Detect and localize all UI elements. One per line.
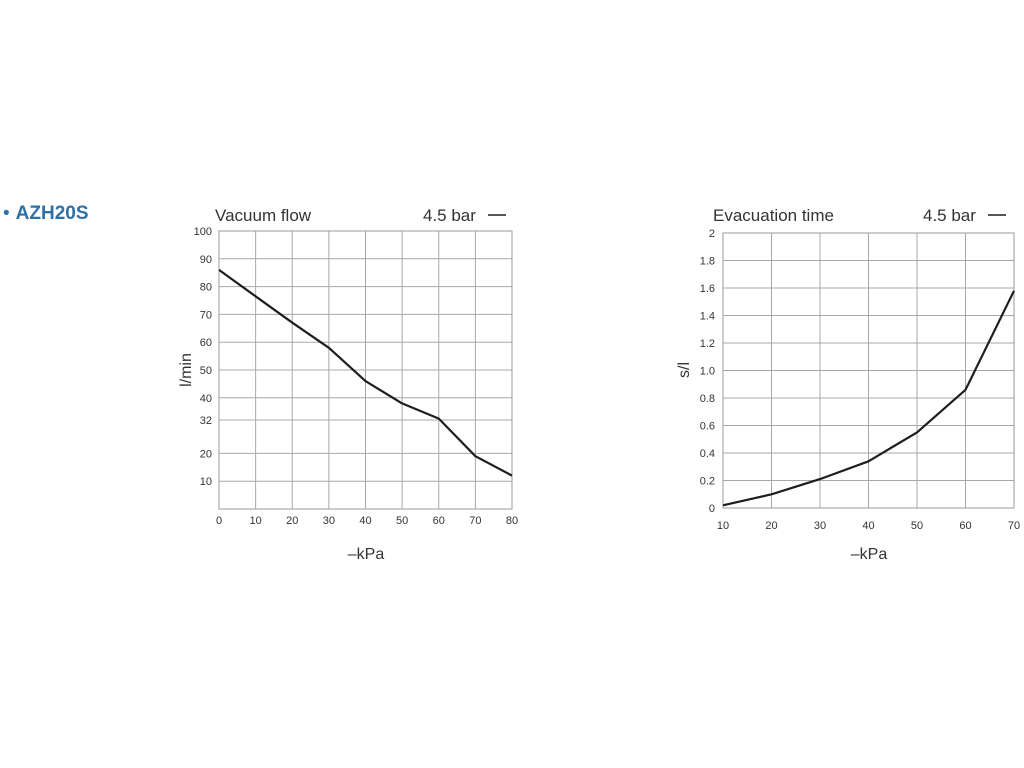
evacuation-time-x-tick-label: 40: [862, 520, 874, 532]
vacuum-flow-y-tick-label: 40: [200, 393, 212, 405]
evacuation-time-x-axis-title: –kPa: [851, 546, 888, 563]
evacuation-time-y-tick-label: 1.6: [700, 283, 715, 295]
evacuation-time-legend-label: 4.5 bar: [923, 206, 976, 225]
vacuum-flow-y-tick-label: 90: [200, 254, 212, 266]
vacuum-flow-x-axis-title: –kPa: [348, 546, 385, 563]
evacuation-time-y-tick-label: 1.4: [700, 311, 715, 323]
vacuum-flow-y-tick-label: 20: [200, 448, 212, 460]
vacuum-flow-ticks: 0 10 20 30 40 50 60 70 80 10 20 32 40 50 60 70 80 90 100: [194, 226, 518, 527]
vacuum-flow-x-tick-label: 70: [469, 515, 481, 527]
vacuum-flow-x-tick-label: 80: [506, 515, 518, 527]
vacuum-flow-x-tick-label: 40: [359, 515, 371, 527]
evacuation-time-y-tick-label: 0.4: [700, 448, 715, 460]
evacuation-time-grid: [722, 232, 1015, 509]
evacuation-time-y-tick-label: 1.8: [700, 256, 715, 268]
evacuation-time-series-line: [722, 290, 1015, 507]
vacuum-flow-x-tick-label: 50: [396, 515, 408, 527]
vacuum-flow-plot-frame: [218, 230, 513, 510]
evacuation-time-ticks: 10 20 30 40 50 60 70 0 0.2 0.4 0.6 0.8 1.0 1.2 1.4 1.6 1…: [700, 228, 1020, 532]
evacuation-time-title: Evacuation time: [713, 206, 834, 225]
evacuation-time-x-tick-label: 20: [765, 520, 777, 532]
vacuum-flow-y-tick-label: 10: [200, 476, 212, 488]
vacuum-flow-series-line: [218, 269, 513, 477]
vacuum-flow-legend-label: 4.5 bar: [423, 206, 476, 225]
vacuum-flow-y-tick-label: 100: [194, 226, 212, 238]
evacuation-time-y-tick-label: 2: [709, 228, 715, 240]
product-name: AZH20S: [15, 203, 89, 224]
evacuation-time-y-tick-label: 0.8: [700, 393, 715, 405]
evacuation-time-x-tick-label: 60: [959, 520, 971, 532]
vacuum-flow-x-tick-label: 20: [286, 515, 298, 527]
vacuum-flow-y-tick-label: 32: [200, 415, 212, 427]
vacuum-flow-title: Vacuum flow: [215, 206, 312, 225]
evacuation-time-y-tick-label: 0.2: [700, 476, 715, 488]
evacuation-time-x-tick-label: 50: [911, 520, 923, 532]
evacuation-time-series: [722, 290, 1015, 507]
evacuation-time-y-axis-title: s/l: [676, 362, 693, 378]
vacuum-flow-x-tick-label: 60: [433, 515, 445, 527]
vacuum-flow-y-tick-label: 80: [200, 282, 212, 294]
vacuum-flow-y-tick-label: 70: [200, 309, 212, 321]
evacuation-time-x-tick-label: 70: [1008, 520, 1020, 532]
product-bullet: •: [3, 203, 10, 224]
vacuum-flow-y-axis-title: l/min: [178, 353, 195, 387]
vacuum-flow-series: [218, 269, 513, 477]
vacuum-flow-grid: [218, 230, 513, 509]
vacuum-flow-x-tick-label: 30: [323, 515, 335, 527]
evacuation-time-x-tick-label: 10: [717, 520, 729, 532]
vacuum-flow-x-tick-label: 10: [250, 515, 262, 527]
evacuation-time-plot-frame: [722, 232, 1015, 509]
vacuum-flow-x-tick-label: 0: [216, 515, 222, 527]
evacuation-time-x-tick-label: 30: [814, 520, 826, 532]
product-label: • AZH20S: [3, 203, 89, 225]
evacuation-time-y-tick-label: 1.0: [700, 366, 715, 378]
evacuation-time-y-tick-label: 0.6: [700, 421, 715, 433]
evacuation-time-y-tick-label: 0: [709, 503, 715, 515]
vacuum-flow-y-tick-label: 50: [200, 365, 212, 377]
evacuation-time-y-tick-label: 1.2: [700, 338, 715, 350]
vacuum-flow-y-tick-label: 60: [200, 337, 212, 349]
